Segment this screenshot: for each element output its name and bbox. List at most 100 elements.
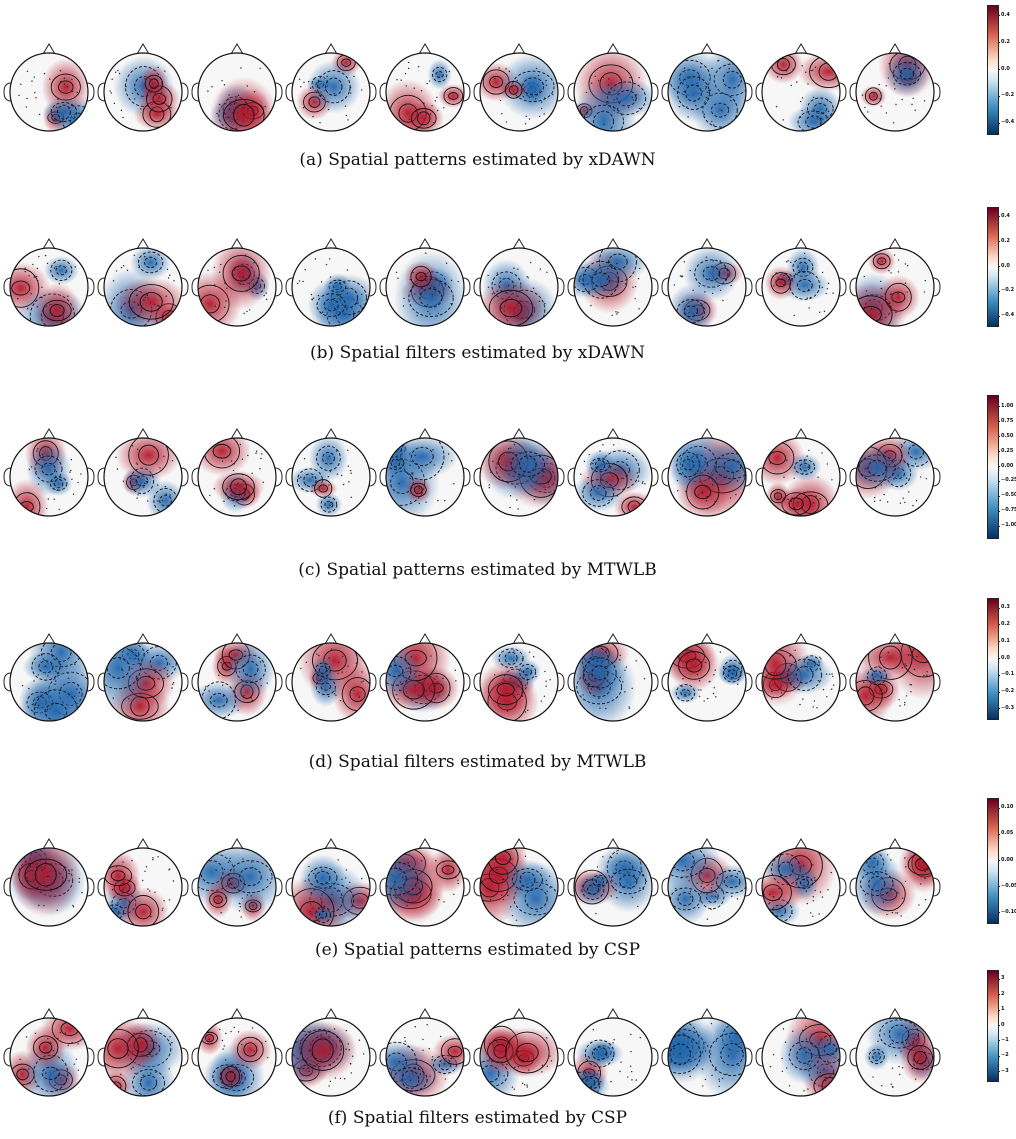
- colorbar-tick: [998, 1040, 1000, 1042]
- right-ear-icon: [180, 277, 189, 297]
- nose-icon: [42, 428, 56, 440]
- left-ear-icon: [379, 672, 388, 692]
- topomap: [191, 633, 283, 722]
- colorbar-tick-label: 0.2: [1001, 38, 1010, 45]
- right-ear-icon: [462, 877, 471, 897]
- colorbar-tick: [998, 480, 1000, 482]
- left-ear-icon: [191, 672, 200, 692]
- caption-d: (d) Spatial filters estimated by MTWLB: [308, 752, 647, 772]
- colorbar-tick-label: −1.00: [1001, 522, 1016, 529]
- colorbar-tick: [998, 451, 1000, 453]
- nose-icon: [324, 633, 338, 645]
- left-ear-icon: [97, 672, 106, 692]
- colorbar-tick-label: 3: [1001, 975, 1005, 982]
- colorbar-e: [987, 798, 999, 924]
- topomap: [849, 43, 941, 132]
- nose-icon: [888, 43, 902, 55]
- right-ear-icon: [932, 672, 941, 692]
- left-ear-icon: [97, 1047, 106, 1067]
- left-ear-icon: [661, 1047, 670, 1067]
- colorbar-tick: [998, 1009, 1000, 1011]
- topomap: [3, 1008, 95, 1097]
- right-ear-icon: [650, 1047, 659, 1067]
- right-ear-icon: [650, 82, 659, 102]
- left-ear-icon: [379, 877, 388, 897]
- colorbar-tick: [998, 122, 1000, 124]
- topomap: [755, 43, 847, 132]
- nose-icon: [794, 238, 808, 250]
- nose-icon: [418, 633, 432, 645]
- topomap: [473, 43, 565, 132]
- colorbar-b: [987, 207, 999, 327]
- colorbar-tick-label: −0.1: [1001, 671, 1015, 678]
- caption-a: (a) Spatial patterns estimated by xDAWN: [299, 150, 656, 170]
- colorbar-tick: [998, 1055, 1000, 1057]
- nose-icon: [418, 43, 432, 55]
- nose-icon: [230, 633, 244, 645]
- topomap: [567, 838, 659, 927]
- colorbar-tick: [998, 436, 1000, 438]
- topomap: [755, 1008, 847, 1097]
- nose-icon: [606, 43, 620, 55]
- right-ear-icon: [650, 877, 659, 897]
- colorbar-f: [987, 970, 999, 1082]
- right-ear-icon: [274, 467, 283, 487]
- left-ear-icon: [567, 82, 576, 102]
- right-ear-icon: [368, 277, 377, 297]
- nose-icon: [606, 633, 620, 645]
- topomap: [755, 838, 847, 927]
- topomap: [473, 633, 565, 722]
- left-ear-icon: [849, 877, 858, 897]
- right-ear-icon: [932, 467, 941, 487]
- panel-c: (c) Spatial patterns estimated by MTWLB …: [0, 385, 1016, 580]
- topomap: [191, 238, 283, 327]
- left-ear-icon: [3, 82, 12, 102]
- panel-e: (e) Spatial patterns estimated by CSP 0.…: [0, 795, 1016, 965]
- left-ear-icon: [849, 1047, 858, 1067]
- topomap: [285, 428, 377, 517]
- topomap: [473, 238, 565, 327]
- nose-icon: [512, 428, 526, 440]
- nose-icon: [888, 1008, 902, 1020]
- left-ear-icon: [191, 1047, 200, 1067]
- colorbar-tick-label: −0.2: [1001, 92, 1015, 99]
- right-ear-icon: [86, 277, 95, 297]
- topomap: [473, 1008, 565, 1097]
- right-ear-icon: [650, 277, 659, 297]
- right-ear-icon: [744, 1047, 753, 1067]
- nose-icon: [418, 838, 432, 850]
- topomap: [379, 428, 471, 517]
- topomap: [97, 1008, 189, 1097]
- topomap: [567, 633, 659, 722]
- nose-icon: [700, 428, 714, 440]
- colorbar-tick: [998, 510, 1000, 512]
- caption-e: (e) Spatial patterns estimated by CSP: [314, 940, 641, 960]
- right-ear-icon: [274, 82, 283, 102]
- topomap: [849, 838, 941, 927]
- right-ear-icon: [274, 277, 283, 297]
- nose-icon: [136, 43, 150, 55]
- colorbar-tick-label: 0.10: [1001, 804, 1014, 811]
- right-ear-icon: [86, 877, 95, 897]
- topomap: [849, 428, 941, 517]
- left-ear-icon: [285, 467, 294, 487]
- topomap: [567, 428, 659, 517]
- right-ear-icon: [368, 82, 377, 102]
- caption-f: (f) Spatial filters estimated by CSP: [327, 1108, 628, 1128]
- caption-b: (b) Spatial filters estimated by xDAWN: [310, 343, 645, 363]
- colorbar-tick-label: 0.75: [1001, 417, 1014, 424]
- nose-icon: [324, 238, 338, 250]
- topomap: [3, 428, 95, 517]
- panel-a: (a) Spatial patterns estimated by xDAWN …: [0, 0, 1016, 190]
- colorbar-tick-label: 0.00: [1001, 462, 1014, 469]
- right-ear-icon: [744, 277, 753, 297]
- right-ear-icon: [86, 82, 95, 102]
- colorbar-tick: [998, 466, 1000, 467]
- topomap: [661, 43, 753, 132]
- colorbar-tick: [998, 860, 1000, 861]
- topomap: [567, 1008, 659, 1097]
- colorbar-tick: [998, 216, 1000, 218]
- nose-icon: [42, 43, 56, 55]
- topomap: [191, 428, 283, 517]
- topomap: [3, 43, 95, 132]
